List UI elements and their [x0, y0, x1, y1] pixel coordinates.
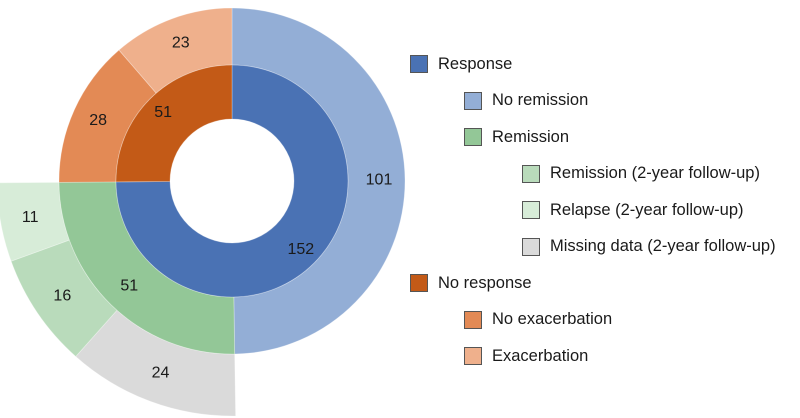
value-label-missing-data-2-year-follow-up: 24: [152, 365, 170, 382]
middle-ring: [58, 7, 406, 355]
segment-response: [115, 64, 349, 298]
legend-item-response: Response: [410, 52, 776, 76]
legend-swatch: [464, 347, 482, 365]
legend-item-no-exacerbation: No exacerbation: [464, 308, 776, 332]
legend-swatch: [522, 237, 540, 256]
legend-label: Response: [438, 54, 513, 73]
legend: Response No remission Remission Remission (…: [410, 52, 776, 381]
legend-swatch: [464, 310, 482, 329]
legend-label: Relapse (2-year follow-up): [550, 200, 744, 219]
legend-label: Remission: [492, 127, 570, 146]
value-label-remission: 51: [120, 278, 138, 295]
inner-ring: [115, 64, 349, 298]
value-label-remission-2-year-follow-up: 16: [53, 288, 71, 305]
legend-label: No exacerbation: [492, 310, 613, 328]
legend-label: No remission: [492, 91, 589, 109]
legend-swatch: [522, 164, 540, 183]
value-label-exacerbation: 23: [172, 35, 190, 52]
legend-swatch: [410, 274, 428, 292]
legend-swatch: [464, 128, 482, 146]
value-label-no-response: 51: [154, 104, 172, 121]
value-label-response: 152: [288, 241, 315, 258]
legend-label: Exacerbation: [492, 346, 589, 365]
legend-label: No response: [438, 273, 532, 292]
segment-no-response: [115, 64, 233, 183]
value-label-no-remission: 101: [366, 171, 393, 188]
legend-swatch: [464, 91, 482, 110]
outer-ring: [0, 181, 237, 417]
legend-swatch: [522, 201, 540, 219]
legend-item-remission: Remission: [464, 125, 776, 149]
value-label-relapse-2-year-follow-up: 11: [22, 209, 39, 226]
legend-item-missing-data-2-year-follow-up: Missing data (2-year follow-up): [522, 235, 776, 259]
legend-item-exacerbation: Exacerbation: [464, 344, 776, 368]
legend-label: Missing data (2-year follow-up): [550, 237, 776, 255]
legend-item-no-remission: No remission: [464, 89, 776, 113]
slice-labels: 152 51 101 51 28 23 24 16 11: [22, 35, 393, 382]
legend-item-remission-2-year-follow-up: Remission (2-year follow-up): [522, 162, 776, 186]
legend-item-no-response: No response: [410, 271, 776, 295]
value-label-no-exacerbation: 28: [89, 112, 107, 129]
legend-label: Remission (2-year follow-up): [550, 164, 760, 182]
legend-swatch: [410, 55, 428, 73]
legend-item-relapse-2-year-follow-up: Relapse (2-year follow-up): [522, 198, 776, 222]
